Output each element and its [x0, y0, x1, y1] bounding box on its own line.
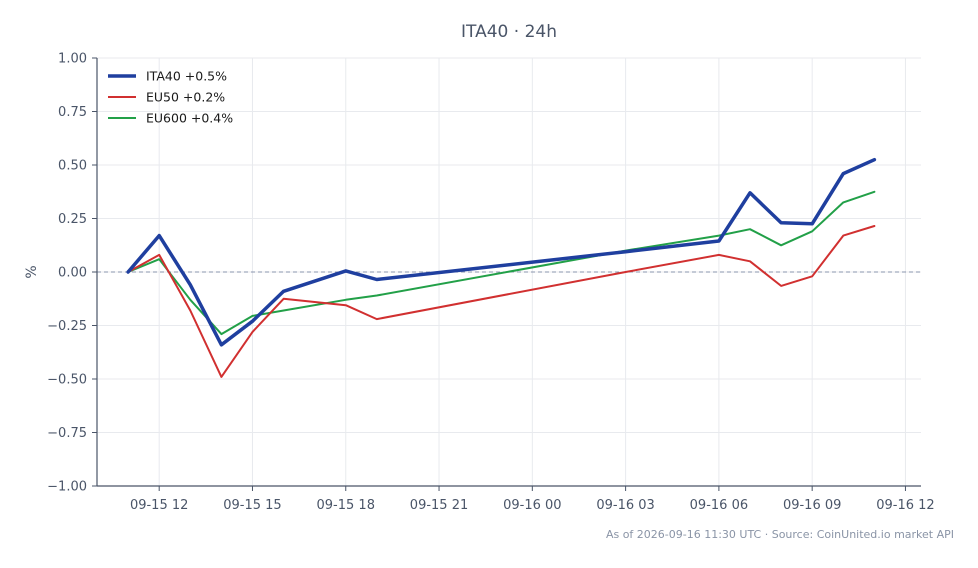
- legend-label: ITA40 +0.5%: [146, 69, 227, 84]
- series-line-eu600: [127, 190, 876, 336]
- y-tick-label: −0.50: [47, 373, 87, 388]
- y-tick-label: 0.25: [58, 212, 87, 227]
- x-tick-label: 09-16 06: [690, 498, 748, 513]
- legend-label: EU50 +0.2%: [146, 90, 225, 105]
- axes-layer: −1.00 −0.75 −0.50 −0.25 0.00 0.25 0.50 0.75 1.00…: [47, 52, 935, 514]
- x-tick-label: 09-16 09: [783, 498, 841, 513]
- y-tick-label: −0.75: [47, 426, 87, 441]
- y-tick-label: 0.75: [58, 105, 87, 120]
- x-tick-label: 09-15 12: [130, 498, 188, 513]
- x-tick-label: 09-15 15: [223, 498, 281, 513]
- series-line-ita40: [126, 157, 877, 347]
- footer-source: As of 2026-09-16 11:30 UTC · Source: Coi…: [606, 528, 954, 541]
- y-tick-label: 0.00: [58, 266, 87, 281]
- x-tick-label: 09-16 03: [596, 498, 654, 513]
- legend-label: EU600 +0.4%: [146, 111, 233, 126]
- y-axis-label: %: [24, 265, 40, 278]
- x-tick-label: 09-15 18: [317, 498, 375, 513]
- series-layer: [126, 157, 877, 378]
- y-tick-label: −1.00: [47, 480, 87, 495]
- series-line-eu50: [127, 225, 876, 378]
- y-tick-label: 0.50: [58, 159, 87, 174]
- chart-title: ITA40 · 24h: [461, 22, 557, 42]
- x-tick-label: 09-15 21: [410, 498, 468, 513]
- legend: ITA40 +0.5% EU50 +0.2% EU600 +0.4%: [108, 69, 233, 126]
- y-tick-label: −0.25: [47, 319, 87, 334]
- y-tick-label: 1.00: [58, 52, 87, 67]
- x-tick-label: 09-16 12: [876, 498, 934, 513]
- x-tick-label: 09-16 00: [503, 498, 561, 513]
